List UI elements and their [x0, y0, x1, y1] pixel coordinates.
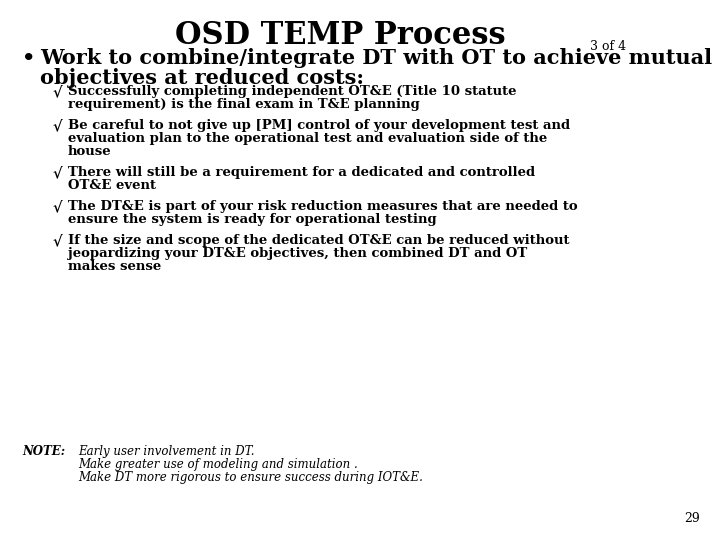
- Text: The DT&E is part of your risk reduction measures that are needed to: The DT&E is part of your risk reduction …: [68, 200, 577, 213]
- Text: √: √: [52, 166, 62, 180]
- Text: Make greater use of modeling and simulation .: Make greater use of modeling and simulat…: [78, 458, 358, 471]
- Text: OT&E event: OT&E event: [68, 179, 156, 192]
- Text: 29: 29: [684, 512, 700, 525]
- Text: OSD TEMP Process: OSD TEMP Process: [175, 20, 505, 51]
- Text: Early user involvement in DT.: Early user involvement in DT.: [78, 445, 254, 458]
- Text: house: house: [68, 145, 112, 158]
- Text: √: √: [52, 200, 62, 214]
- Text: 3 of 4: 3 of 4: [590, 40, 626, 53]
- Text: makes sense: makes sense: [68, 260, 161, 273]
- Text: If the size and scope of the dedicated OT&E can be reduced without: If the size and scope of the dedicated O…: [68, 234, 570, 247]
- Text: NOTE:: NOTE:: [22, 445, 65, 458]
- Text: jeopardizing your DT&E objectives, then combined DT and OT: jeopardizing your DT&E objectives, then …: [68, 247, 527, 260]
- Text: √: √: [52, 85, 62, 99]
- Text: requirement) is the final exam in T&E planning: requirement) is the final exam in T&E pl…: [68, 98, 420, 111]
- Text: √: √: [52, 234, 62, 248]
- Text: There will still be a requirement for a dedicated and controlled: There will still be a requirement for a …: [68, 166, 535, 179]
- Text: Work to combine/integrate DT with OT to achieve mutual: Work to combine/integrate DT with OT to …: [40, 48, 712, 68]
- Text: √: √: [52, 119, 62, 133]
- Text: ensure the system is ready for operational testing: ensure the system is ready for operation…: [68, 213, 436, 226]
- Text: •: •: [22, 48, 35, 68]
- Text: Successfully completing independent OT&E (Title 10 statute: Successfully completing independent OT&E…: [68, 85, 516, 98]
- Text: Be careful to not give up [PM] control of your development test and: Be careful to not give up [PM] control o…: [68, 119, 570, 132]
- Text: Make DT more rigorous to ensure success during IOT&E.: Make DT more rigorous to ensure success …: [78, 471, 423, 484]
- Text: evaluation plan to the operational test and evaluation side of the: evaluation plan to the operational test …: [68, 132, 547, 145]
- Text: objectives at reduced costs:: objectives at reduced costs:: [40, 68, 364, 88]
